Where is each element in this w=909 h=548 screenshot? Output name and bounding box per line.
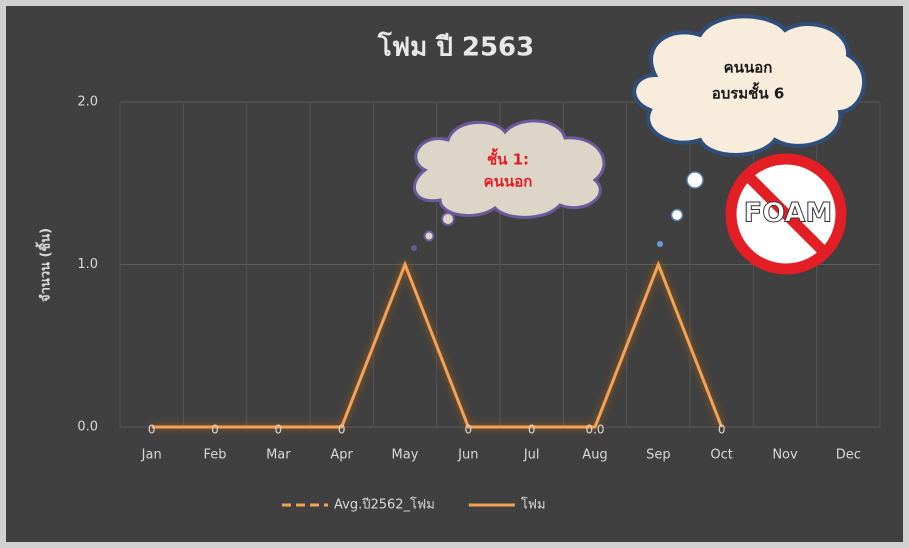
legend-label: Avg.ปี2562_โฟม [334, 497, 435, 513]
data-label: 0 [528, 423, 536, 437]
annotation-text: FOAM [744, 198, 832, 229]
y-tick-label: 2.0 [77, 95, 98, 110]
data-label: 0 [148, 423, 156, 437]
chart: โฟม ปี 2563 จำนวน (ชิ้น) 0.01.02.0JanFeb… [0, 0, 909, 548]
chart-title: โฟม ปี 2563 [377, 31, 534, 63]
annotation-text: คนนอก [724, 59, 773, 77]
annotation-text: อบรมชั้น 6 [712, 82, 785, 103]
x-tick-label: Aug [582, 448, 607, 463]
x-tick-label: Apr [330, 448, 353, 463]
x-tick-label: Nov [772, 448, 798, 463]
annotation-text: ชั้น 1: [487, 148, 529, 169]
data-label: 0 [211, 423, 219, 437]
x-tick-label: Jul [523, 448, 540, 463]
data-label: 0 [338, 423, 346, 437]
data-label: 0 [465, 423, 473, 437]
data-label: 0.0 [585, 423, 604, 437]
y-tick-label: 1.0 [77, 257, 98, 272]
data-label: 0 [275, 423, 283, 437]
x-tick-label: Oct [710, 448, 732, 463]
annotation-text: คนนอก [484, 173, 533, 191]
x-tick-label: Jun [457, 448, 478, 463]
legend-label: โฟม [521, 497, 546, 513]
x-tick-label: Jan [141, 448, 162, 463]
x-tick-label: Feb [203, 448, 226, 463]
x-tick-label: Sep [646, 448, 671, 463]
data-label: 0 [718, 423, 726, 437]
y-tick-label: 0.0 [77, 420, 98, 435]
x-tick-label: May [392, 448, 419, 463]
x-tick-label: Dec [836, 448, 861, 463]
x-tick-label: Mar [266, 448, 291, 463]
